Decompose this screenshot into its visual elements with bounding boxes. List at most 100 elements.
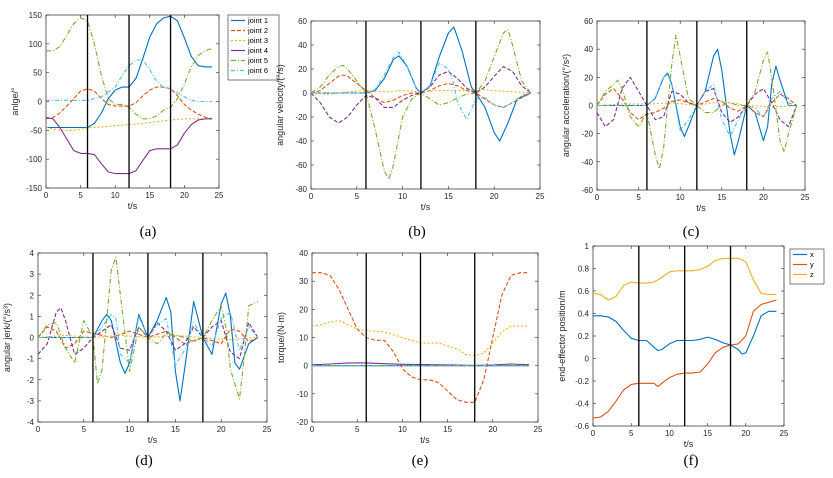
- legend-label: joint 6: [247, 66, 268, 75]
- y-tick-label: -50: [30, 126, 42, 135]
- y-axis-label: angular acceleration/(°/s²): [561, 54, 571, 157]
- x-axis-label: t/s: [421, 202, 431, 212]
- y-tick-label: -20: [295, 113, 307, 122]
- x-tick-label: 25: [536, 192, 545, 201]
- plot-area: [592, 245, 785, 427]
- series-line-y: [592, 299, 777, 419]
- x-tick-label: 15: [145, 191, 154, 200]
- y-tick-label: 60: [298, 17, 307, 26]
- y-tick-label: 20: [584, 73, 593, 82]
- x-tick-label: 15: [703, 429, 712, 438]
- x-tick-label: 20: [180, 191, 189, 200]
- x-tick-label: 20: [217, 425, 226, 434]
- y-axis-label: end-effector position/m: [557, 290, 567, 381]
- y-tick-label: 4: [30, 249, 35, 258]
- x-tick-label: 10: [111, 191, 120, 200]
- y-tick-label: 40: [584, 45, 593, 54]
- y-tick-label: -4: [27, 418, 35, 427]
- x-tick-label: 0: [310, 425, 315, 434]
- x-tick-label: 15: [717, 193, 726, 202]
- x-tick-label: 5: [355, 425, 360, 434]
- y-tick-label: 10: [299, 334, 308, 343]
- series-line-joint-2: [596, 88, 798, 121]
- x-tick-label: 15: [171, 425, 180, 434]
- legend-label: joint 3: [247, 36, 268, 45]
- x-tick-label: 20: [741, 429, 750, 438]
- y-tick-label: -0.4: [575, 400, 589, 409]
- y-tick-label: -0.2: [575, 377, 589, 386]
- legend-label: joint 4: [247, 46, 268, 55]
- y-tick-label: -1: [27, 355, 35, 364]
- y-tick-label: 0: [589, 102, 594, 111]
- y-tick-label: 20: [299, 305, 308, 314]
- subfigure-caption: (f): [684, 453, 699, 469]
- series-line-joint-5: [596, 34, 798, 170]
- legend-label: x: [810, 250, 814, 259]
- x-tick-label: 10: [676, 193, 685, 202]
- y-tick-label: 1: [30, 312, 35, 321]
- y-tick-label: -3: [27, 397, 35, 406]
- y-tick-label: -2: [27, 376, 35, 385]
- y-tick-label: 1: [585, 242, 590, 251]
- series-line-joint-1: [311, 26, 532, 142]
- y-tick-label: -40: [581, 158, 593, 167]
- plot-area: [45, 14, 220, 189]
- subfigure-caption: (e): [412, 453, 429, 469]
- chart-f: 0 5 10 15 20 25 -0.6 -0.4 -0.2 0 0.2 0.4 0.6 0.8 1 t/s e…: [557, 242, 825, 469]
- x-tick-label: 20: [490, 192, 499, 201]
- x-tick-label: 5: [78, 191, 83, 200]
- chart-c: 0 5 10 15 20 25 -60 -40 -20 0 20 40 60 t/s angular acc…: [561, 17, 810, 240]
- chart-b: 0 5 10 15 20 25 -80 -60 -40 -20 0 20 40 60 t/s angular …: [275, 17, 545, 240]
- y-tick-label: 0: [303, 89, 308, 98]
- series-line-joint-3: [310, 88, 531, 95]
- series-line-joint-3: [37, 334, 258, 341]
- x-axis-label: t/s: [684, 439, 694, 449]
- y-tick-label: 150: [29, 11, 43, 20]
- y-tick-label: 60: [584, 17, 593, 26]
- legend-label: z: [810, 270, 814, 279]
- x-tick-label: 5: [636, 193, 641, 202]
- x-tick-label: 25: [215, 191, 224, 200]
- series-line-joint-6: [311, 51, 531, 120]
- y-tick-label: 0: [38, 98, 43, 107]
- x-tick-label: 10: [398, 192, 407, 201]
- y-tick-label: 100: [29, 40, 43, 49]
- x-tick-label: 5: [82, 425, 87, 434]
- series-line-joint-3: [311, 320, 529, 357]
- x-axis-label: t/s: [148, 435, 158, 445]
- x-tick-label: 25: [780, 429, 789, 438]
- y-tick-label: 2: [30, 291, 35, 300]
- subfigure-caption: (a): [140, 224, 157, 240]
- y-tick-label: 0.2: [578, 332, 590, 341]
- y-tick-label: -10: [296, 390, 308, 399]
- y-tick-label: 50: [33, 69, 42, 78]
- legend-f: xyz: [789, 248, 825, 285]
- x-tick-label: 10: [665, 429, 674, 438]
- chart-e: 0 5 10 15 20 25 -20 -10 0 10 20 30 40 t/s torque/(N·m)…: [276, 249, 543, 469]
- legend-box: [227, 14, 280, 81]
- x-tick-label: 5: [629, 429, 634, 438]
- legend-label: joint 2: [247, 26, 268, 35]
- y-tick-label: -0.6: [575, 422, 589, 431]
- x-tick-label: 0: [309, 192, 314, 201]
- y-tick-label: 0.8: [578, 265, 590, 274]
- y-tick-label: 0.4: [578, 310, 590, 319]
- legend-label: y: [810, 260, 814, 269]
- series-line-joint-1: [597, 48, 797, 156]
- y-tick-label: -100: [26, 155, 43, 164]
- series-line-joint-4: [310, 66, 532, 124]
- x-tick-label: 0: [44, 191, 49, 200]
- x-tick-label: 20: [759, 193, 768, 202]
- y-tick-label: 30: [299, 277, 308, 286]
- series-line-joint-6: [38, 311, 259, 366]
- x-axis-label: t/s: [128, 201, 138, 211]
- y-tick-label: -60: [581, 186, 593, 195]
- series-line-joint-1: [46, 15, 213, 129]
- y-tick-label: 0: [304, 362, 309, 371]
- x-tick-label: 10: [398, 425, 407, 434]
- y-tick-label: 0: [585, 355, 590, 364]
- y-axis-label: angular velocity/(°/s): [275, 64, 285, 146]
- series-line-joint-4: [37, 307, 259, 360]
- y-tick-label: 3: [30, 270, 35, 279]
